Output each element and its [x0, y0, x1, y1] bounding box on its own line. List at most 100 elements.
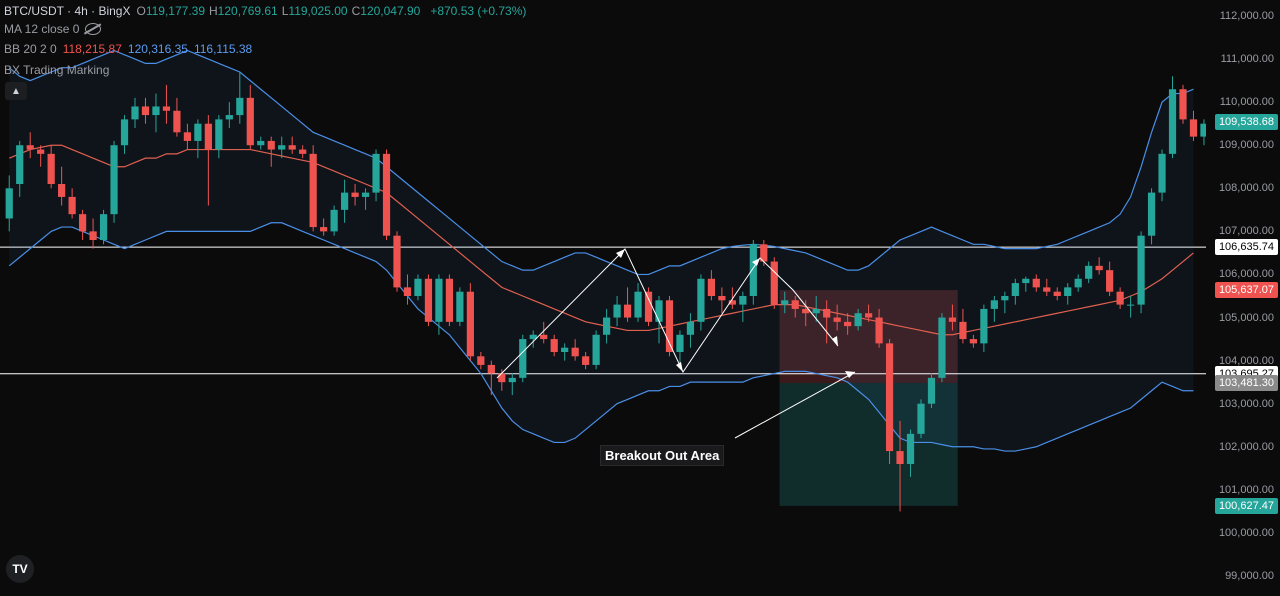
- price-tag: 106,635.74: [1214, 239, 1278, 256]
- bx-label: BX Trading Marking: [4, 63, 110, 77]
- bb-legend[interactable]: BB 20 2 0 118,215.87 120,316.35 116,115.…: [4, 42, 252, 56]
- candle-body: [655, 300, 663, 322]
- bb-fill: [9, 50, 1194, 452]
- candle-body: [194, 123, 202, 141]
- candle-body: [906, 433, 915, 464]
- eye-hidden-icon[interactable]: [85, 23, 102, 35]
- symbol-label: BTC/USDT · 4h · BingX: [4, 4, 131, 18]
- candle-body: [990, 300, 998, 309]
- candle-body: [498, 373, 506, 383]
- candle-body: [16, 145, 24, 184]
- ma-legend[interactable]: MA 12 close 0: [4, 22, 102, 36]
- zigzag-arrowhead: [832, 336, 838, 346]
- zigzag-arrow-path: [496, 248, 839, 379]
- candle-body: [47, 153, 55, 184]
- candle-body: [519, 339, 527, 378]
- trend-arrows: [496, 248, 856, 439]
- price-tick-label: 109,000.00: [1218, 139, 1274, 152]
- bollinger-bands: [8, 49, 1194, 452]
- price-tick-label: 105,000.00: [1218, 311, 1274, 324]
- candle-body: [361, 192, 370, 197]
- zigzag-arrowhead: [616, 249, 625, 258]
- candle-body: [341, 192, 349, 210]
- candle-body: [1147, 192, 1156, 236]
- candle-body: [1116, 291, 1124, 305]
- candle-body: [288, 145, 296, 150]
- candle-body: [120, 119, 129, 146]
- candle-body: [571, 347, 579, 357]
- candle-body: [550, 339, 558, 352]
- bb-basis-line: [9, 144, 1194, 336]
- candle-body: [582, 356, 590, 365]
- candle-body: [1179, 89, 1187, 120]
- candle-body: [1032, 278, 1040, 288]
- candle-body: [739, 296, 747, 305]
- price-tick-label: 111,000.00: [1220, 53, 1274, 66]
- candle-body: [1168, 89, 1177, 154]
- candle-body: [1158, 153, 1166, 193]
- candle-body: [5, 188, 13, 219]
- candle-body: [603, 317, 611, 335]
- candle-body: [26, 145, 34, 150]
- candle-body: [529, 334, 537, 340]
- candle-body: [823, 308, 831, 318]
- candle-body: [718, 296, 726, 301]
- candle-body: [969, 339, 977, 344]
- price-tick-label: 100,000.00: [1218, 526, 1274, 539]
- breakout-annotation: Breakout Out Area: [600, 445, 725, 466]
- collapse-legend-button[interactable]: ▲: [5, 82, 27, 100]
- price-tag: 100,627.47: [1214, 497, 1278, 514]
- candle-body: [623, 304, 632, 318]
- price-tick-label: 112,000.00: [1219, 10, 1274, 22]
- candle-body: [1200, 123, 1208, 137]
- candles: [5, 72, 1208, 512]
- candle-body: [299, 149, 307, 154]
- candle-body: [760, 244, 768, 262]
- candle-body: [141, 106, 150, 116]
- bb-upper-line: [8, 49, 1194, 276]
- candle-body: [697, 278, 705, 322]
- candle-body: [665, 300, 674, 352]
- chevron-up-icon: ▲: [11, 85, 21, 97]
- candle-body: [152, 106, 160, 116]
- candle-body: [948, 317, 957, 322]
- candle-body: [938, 317, 946, 378]
- candle-body: [959, 321, 967, 340]
- candle-body: [1106, 270, 1114, 292]
- candle-body: [1043, 287, 1051, 292]
- candle-body: [844, 321, 852, 327]
- candle-body: [424, 278, 433, 322]
- candle-body: [487, 364, 495, 374]
- candle-body: [865, 313, 873, 318]
- candle-body: [1053, 291, 1061, 296]
- candle-body: [68, 196, 76, 215]
- price-tick-label: 107,000.00: [1218, 225, 1274, 238]
- candle-body: [613, 304, 621, 318]
- tradingview-logo-icon[interactable]: TV: [6, 555, 34, 583]
- candle-body: [686, 321, 695, 335]
- bx-legend[interactable]: BX Trading Marking: [4, 63, 109, 77]
- candle-body: [896, 451, 904, 464]
- candle-body: [382, 153, 391, 236]
- candle-body: [540, 334, 548, 340]
- candle-body: [927, 377, 936, 404]
- candle-body: [162, 106, 171, 111]
- candle-body: [1064, 287, 1072, 296]
- candle-body: [435, 278, 443, 322]
- candle-body: [351, 192, 359, 197]
- candle-body: [728, 300, 736, 305]
- candle-body: [1127, 304, 1135, 306]
- candle-body: [99, 214, 108, 240]
- candle-body: [403, 287, 412, 296]
- price-tick-label: 99,000.00: [1225, 570, 1274, 582]
- candle-body: [330, 209, 338, 232]
- ohlc-o: O119,177.39: [136, 4, 205, 18]
- candle-body: [917, 403, 925, 434]
- candle-body: [477, 356, 485, 365]
- candle-body: [309, 153, 317, 228]
- candle-body: [1095, 265, 1103, 271]
- candle-body: [183, 132, 191, 141]
- breakout-arrowhead: [845, 371, 855, 378]
- price-tick-label: 102,000.00: [1218, 440, 1274, 453]
